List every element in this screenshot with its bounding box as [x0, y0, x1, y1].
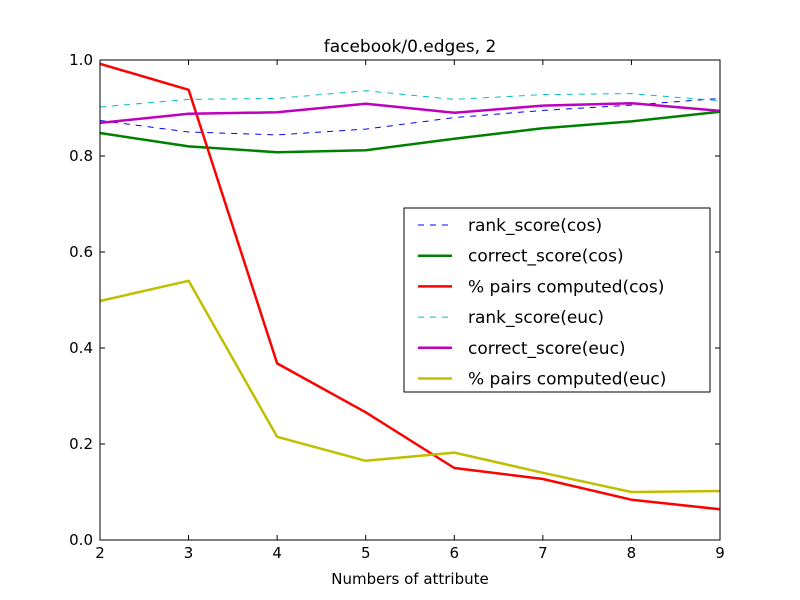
series-line-4 [99, 101, 721, 125]
legend-label-0: rank_score(cos) [468, 216, 602, 236]
legend-label-1: correct_score(cos) [468, 247, 624, 267]
legend-label-3: rank_score(euc) [468, 308, 604, 328]
x-tick-label: 3 [184, 544, 194, 562]
x-axis-label: Numbers of attribute [331, 570, 489, 588]
y-tick-label: 1.0 [69, 51, 93, 69]
legend-label-2: % pairs computed(cos) [468, 277, 664, 297]
series-line-0 [99, 97, 721, 136]
series-line-5 [99, 279, 721, 494]
series-layer [99, 62, 721, 511]
series-line-3 [99, 90, 721, 108]
x-tick-label: 7 [538, 544, 548, 562]
plot-frame [99, 59, 721, 541]
y-tick-label: 0.6 [69, 243, 93, 261]
y-tick-label: 0.8 [69, 147, 93, 165]
x-tick-label: 8 [627, 544, 637, 562]
x-tick-label: 2 [95, 544, 105, 562]
y-tick-label: 0.2 [69, 435, 93, 453]
y-tick-label: 0.4 [69, 339, 93, 357]
y-tick-label: 0.0 [69, 531, 93, 549]
chart-title: facebook/0.edges, 2 [324, 37, 497, 57]
legend-box [403, 207, 711, 393]
series-line-2 [99, 62, 721, 511]
legend: rank_score(cos) correct_score(cos) % pairs… [403, 207, 711, 393]
x-tick-label: 9 [715, 544, 725, 562]
x-tick-label: 4 [272, 544, 282, 562]
x-tick-label: 6 [450, 544, 460, 562]
legend-label-5: % pairs computed(euc) [468, 370, 666, 390]
legend-label-4: correct_score(euc) [468, 339, 626, 359]
axis-ticks: 2 3 4 5 6 7 8 9 0.0 0.2 0.4 0.6 0.8 1.0 [69, 51, 725, 562]
x-tick-label: 5 [361, 544, 371, 562]
series-line-1 [99, 110, 721, 154]
